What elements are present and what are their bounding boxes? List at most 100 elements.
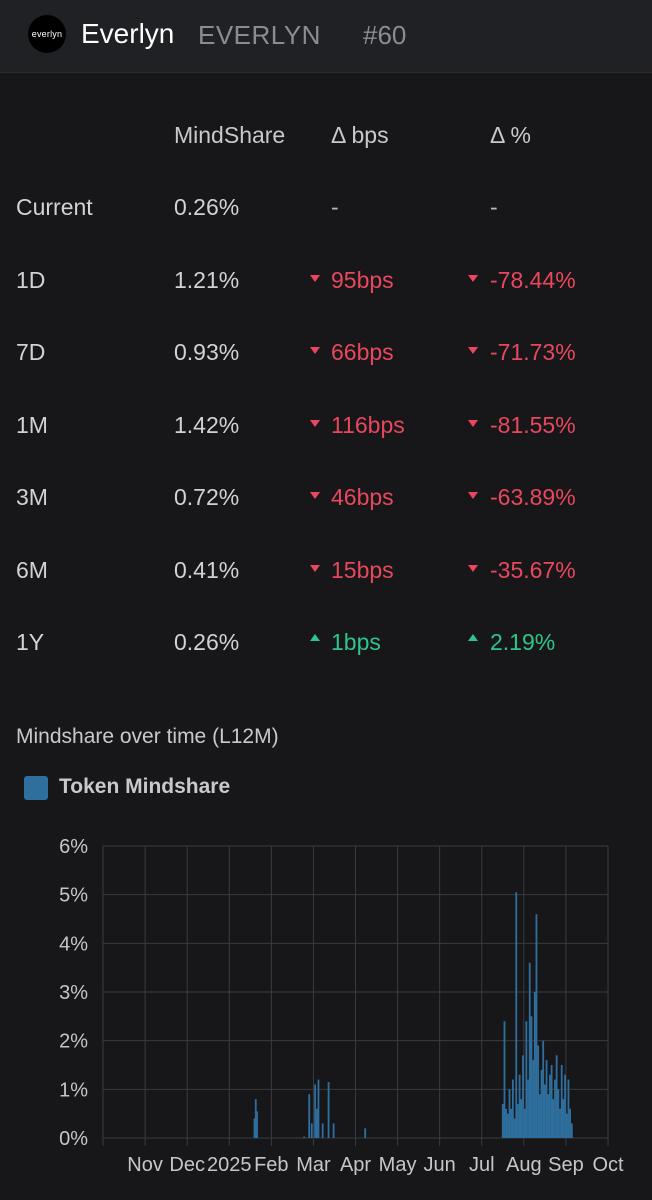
x-tick-label: Nov — [127, 1154, 163, 1176]
caret-up-icon — [468, 634, 478, 641]
caret-up-icon — [310, 634, 320, 641]
column-header-delta-bps: Δ bps — [331, 122, 389, 148]
column-header-mindshare: MindShare — [174, 122, 286, 148]
token-rank: #60 — [363, 20, 407, 50]
caret-down-icon — [310, 274, 320, 282]
bar — [538, 1094, 541, 1138]
bar — [555, 1055, 558, 1138]
row-mindshare: 0.41% — [174, 556, 240, 583]
row-delta-pct: - — [490, 194, 498, 220]
caret-down-icon — [468, 274, 478, 282]
bar — [543, 1084, 546, 1138]
x-tick-label: Dec — [169, 1154, 205, 1176]
bar — [535, 914, 538, 1138]
row-label: 1M — [16, 411, 48, 438]
bar — [254, 1099, 257, 1138]
x-tick-label: Jun — [424, 1154, 456, 1176]
token-logo[interactable]: everlyn — [28, 15, 66, 53]
x-tick-label: 2025 — [207, 1154, 252, 1176]
bar — [550, 1065, 553, 1138]
bar — [532, 1060, 534, 1138]
caret-down-icon — [468, 564, 478, 572]
y-tick-label: 6% — [59, 836, 88, 858]
y-tick-label: 3% — [59, 982, 88, 1004]
row-delta-pct: -71.73% — [490, 339, 576, 365]
row-delta-pct: 2.19% — [490, 629, 556, 655]
bar — [540, 1069, 543, 1138]
x-tick-label: Feb — [254, 1154, 288, 1176]
y-tick-label: 2% — [59, 1031, 88, 1053]
bar — [542, 1040, 545, 1138]
row-delta-pct: -81.55% — [490, 411, 576, 438]
bar — [570, 1123, 573, 1138]
bar — [520, 1099, 523, 1138]
bar — [506, 1113, 509, 1138]
bar — [308, 1094, 311, 1138]
bar — [562, 1099, 565, 1138]
row-mindshare: 1.21% — [174, 266, 240, 293]
caret-down-icon — [310, 564, 320, 572]
token-header: everlyn Everlyn EVERLYN #60 — [0, 0, 652, 73]
bar — [314, 1084, 316, 1138]
row-label: 1D — [16, 266, 46, 293]
bar — [557, 1089, 560, 1138]
x-tick-label: May — [379, 1154, 417, 1176]
y-tick-label: 4% — [59, 933, 88, 955]
bar — [511, 1079, 514, 1138]
mindshare-chart: 0% 1% 2% 3% 4% 5% 6% Nov Dec 2025 Feb Mar Apr May Jun J… — [59, 836, 624, 1176]
bar — [327, 1082, 330, 1138]
bar — [559, 1108, 561, 1138]
row-delta-pct: -63.89% — [490, 484, 576, 510]
bar — [503, 1021, 506, 1138]
row-mindshare: 0.26% — [174, 194, 240, 220]
bar — [310, 1123, 313, 1138]
bar — [565, 1113, 568, 1138]
bar — [315, 1108, 318, 1138]
row-delta-bps: 1bps — [331, 629, 381, 655]
bar — [513, 1118, 516, 1138]
bar — [523, 1108, 526, 1138]
row-delta-bps: 46bps — [331, 484, 394, 510]
logo-text: everlyn — [31, 29, 63, 39]
bar — [510, 1108, 513, 1138]
bar — [564, 1074, 566, 1138]
row-delta-pct: -35.67% — [490, 556, 576, 583]
bar — [253, 1118, 256, 1138]
bar — [533, 992, 536, 1138]
y-tick-label: 0% — [59, 1128, 88, 1150]
row-label: 6M — [16, 556, 48, 583]
bar — [549, 1074, 551, 1138]
legend-label[interactable]: Token Mindshare — [59, 775, 231, 798]
bar — [332, 1123, 335, 1138]
row-mindshare: 0.72% — [174, 484, 240, 510]
column-header-delta-pct: Δ % — [490, 122, 531, 148]
bar — [321, 1123, 324, 1138]
bar — [256, 1111, 258, 1138]
x-tick-label: Mar — [296, 1154, 331, 1176]
caret-down-icon — [310, 419, 320, 427]
bar — [508, 1089, 511, 1138]
bar — [545, 1060, 548, 1138]
row-mindshare: 0.26% — [174, 629, 240, 655]
bar — [364, 1128, 367, 1138]
bar — [517, 1103, 519, 1138]
row-delta-bps: - — [331, 194, 339, 220]
caret-down-icon — [310, 492, 320, 499]
x-tick-label: Apr — [340, 1154, 371, 1176]
bar — [547, 1094, 550, 1138]
row-delta-pct: -78.44% — [490, 266, 576, 293]
legend-swatch[interactable] — [24, 776, 48, 800]
caret-down-icon — [468, 347, 478, 354]
caret-down-icon — [468, 492, 478, 499]
row-delta-bps: 66bps — [331, 339, 394, 365]
bar — [522, 1055, 524, 1138]
bar — [525, 1021, 528, 1138]
x-tick-label: Jul — [469, 1154, 495, 1176]
caret-down-icon — [468, 419, 478, 427]
row-label: Current — [16, 194, 93, 220]
chart-title: Mindshare over time (L12M) — [16, 725, 279, 748]
row-label: 3M — [16, 484, 48, 510]
bar — [528, 962, 531, 1138]
row-mindshare: 0.93% — [174, 339, 240, 365]
bar — [515, 892, 518, 1138]
